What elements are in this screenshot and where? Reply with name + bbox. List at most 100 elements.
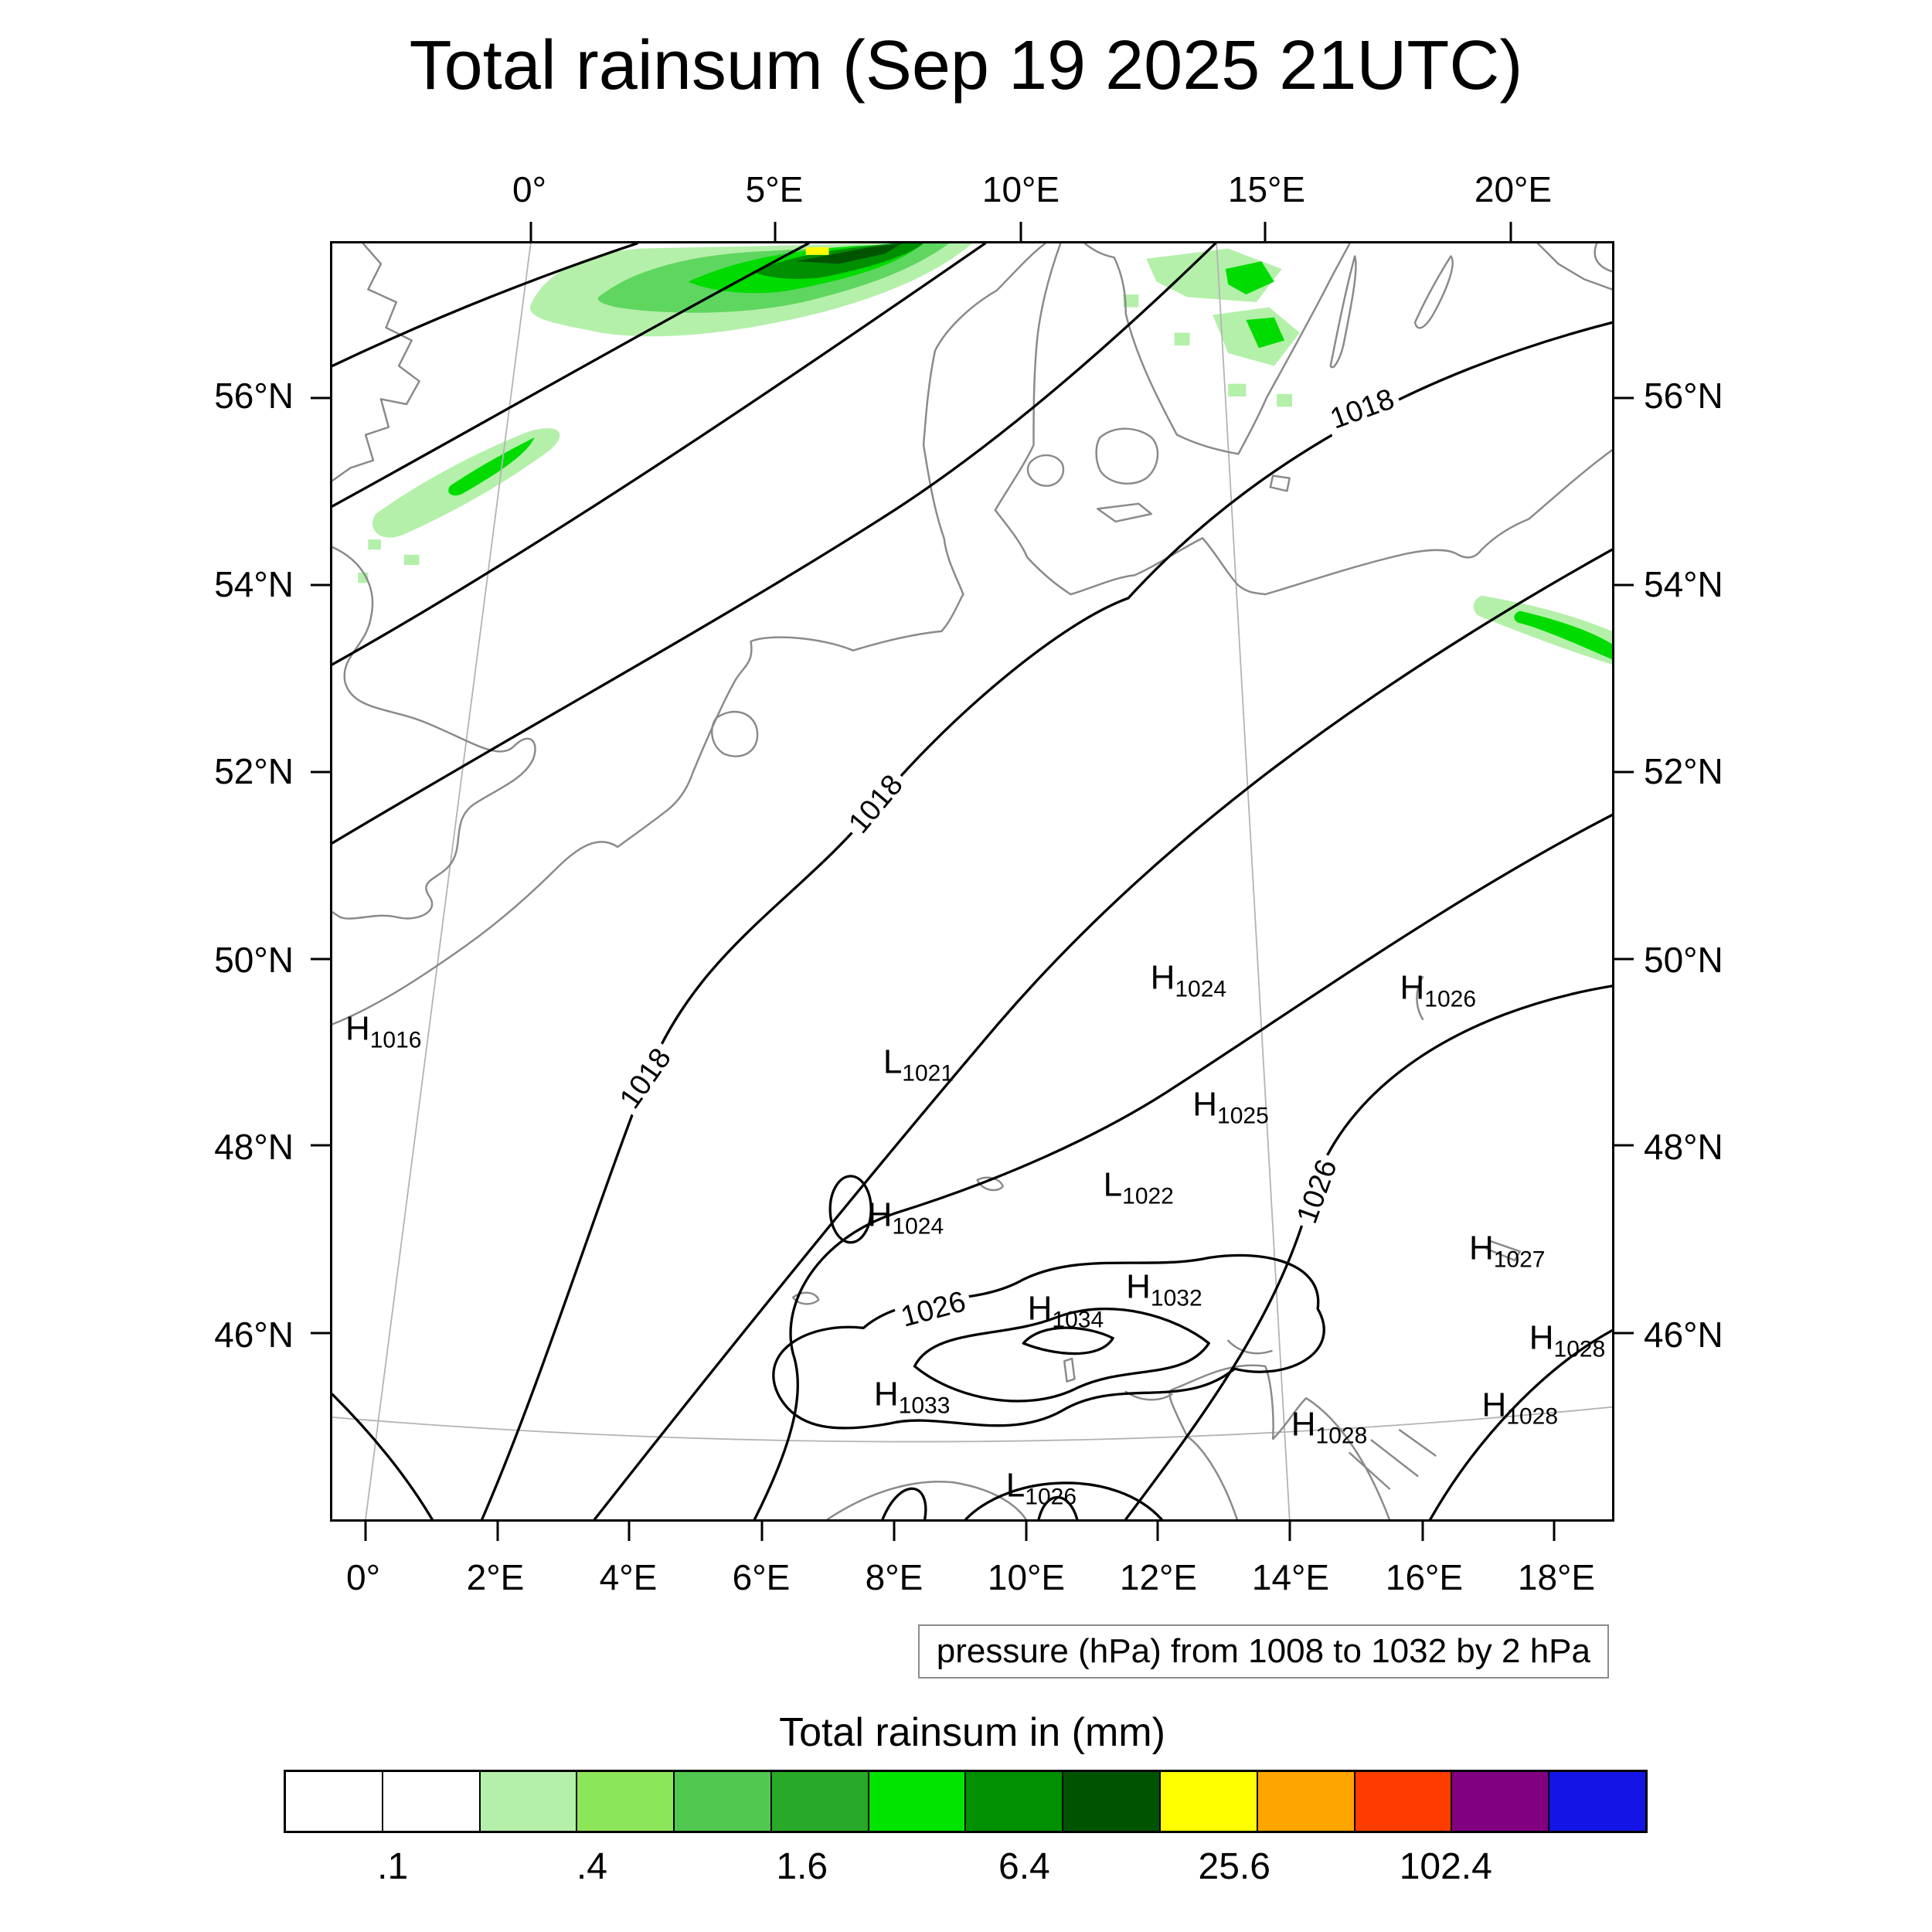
- pressure-center: H1032: [1126, 1267, 1202, 1311]
- map-area: 1018 1018 1018 1026 1026 H1016 L1021 H10…: [311, 222, 1634, 1541]
- coastline-path: [976, 1176, 1004, 1192]
- graticule-meridian: [1216, 243, 1291, 1519]
- pressure-center: H1024: [867, 1196, 944, 1240]
- pressure-center: H1026: [1400, 969, 1477, 1012]
- isobar-path: [753, 813, 1612, 1519]
- axis-label-left: 50°N: [214, 940, 294, 980]
- tick-left: [311, 583, 332, 587]
- tick-right: [1612, 1332, 1634, 1335]
- coastline-path: [1095, 427, 1159, 485]
- coastline-path: [791, 1291, 820, 1305]
- coastline-path: [826, 1481, 1027, 1519]
- rain-patch: [1123, 294, 1139, 308]
- coastline-path: [1026, 454, 1065, 487]
- rain-patch: [1225, 261, 1274, 295]
- colorbar-tick-label: 1.6: [776, 1846, 828, 1887]
- tick-bottom: [1156, 1519, 1159, 1541]
- colorbar-cell: [1452, 1772, 1550, 1831]
- axis-label-bottom: 14°E: [1251, 1557, 1330, 1597]
- isobar-path: [1037, 1495, 1079, 1519]
- tick-left: [311, 1332, 332, 1335]
- isobar-path: [332, 243, 1217, 845]
- tick-bottom: [1553, 1519, 1556, 1541]
- coastline-path: [332, 243, 420, 482]
- pressure-center: L1022: [1103, 1165, 1174, 1209]
- rain-patch: [1174, 332, 1190, 346]
- colorbar-cell: [771, 1772, 869, 1831]
- isobar-path: [332, 243, 810, 508]
- colorbar-cell: [577, 1772, 675, 1831]
- isobar-path: [481, 321, 1612, 1519]
- colorbar-tick-label: 25.6: [1198, 1846, 1270, 1887]
- pressure-center: L1021: [883, 1043, 954, 1087]
- isobar-path: [881, 1487, 927, 1519]
- rain-patch: [795, 243, 902, 264]
- coastline-path: [1416, 976, 1424, 1021]
- axis-label-bottom: 8°E: [865, 1557, 923, 1597]
- pressure-center: H1024: [1150, 958, 1227, 1002]
- pressure-center: H1027: [1468, 1229, 1546, 1273]
- axis-label-left: 54°N: [214, 564, 294, 604]
- coastline-path: [1594, 243, 1612, 273]
- tick-top: [1509, 222, 1512, 243]
- tick-bottom: [893, 1519, 896, 1541]
- axis-label-bottom: 6°E: [732, 1557, 791, 1597]
- pressure-center: H1028: [1481, 1386, 1559, 1430]
- coastline-path: [1083, 243, 1351, 455]
- isobar-path: [1022, 1326, 1114, 1355]
- axis-label-bottom: 0°: [346, 1557, 380, 1597]
- colorbar-cell: [869, 1772, 967, 1831]
- rain-patch: [805, 247, 829, 255]
- axis-label-bottom: 4°E: [599, 1557, 658, 1597]
- isobar-path: [593, 548, 1612, 1519]
- rain-patch: [1246, 317, 1285, 349]
- tick-bottom: [1421, 1519, 1424, 1541]
- axis-label-bottom: 16°E: [1385, 1557, 1464, 1597]
- coastline-path: [332, 243, 1046, 1026]
- tick-bottom: [496, 1519, 499, 1541]
- colorbar-cell: [480, 1772, 578, 1831]
- pressure-note: pressure (hPa) from 1008 to 1032 by 2 hP…: [917, 1624, 1609, 1679]
- axis-label-top: 15°E: [1227, 169, 1306, 209]
- isobar-path: [964, 1481, 1163, 1519]
- rain-shading: [358, 243, 1612, 665]
- tick-bottom: [364, 1519, 367, 1541]
- tick-right: [1612, 1144, 1634, 1147]
- tick-right: [1612, 770, 1634, 773]
- axis-label-right: 56°N: [1644, 376, 1723, 416]
- isobar-path: [828, 1175, 872, 1244]
- axis-label-right: 48°N: [1644, 1127, 1723, 1167]
- colorbar-cell: [966, 1772, 1064, 1831]
- isobar-path: [332, 243, 638, 368]
- tick-left: [311, 1144, 332, 1147]
- coastline-path: [710, 710, 759, 757]
- tick-left: [311, 396, 332, 400]
- isobar-path: [332, 1393, 434, 1519]
- map-clip: 1018 1018 1018 1026 1026 H1016 L1021 H10…: [332, 243, 1612, 1519]
- coastline-path: [1063, 1357, 1076, 1383]
- colorbar-cell: [1161, 1772, 1258, 1831]
- colorbar: [284, 1770, 1648, 1833]
- isobar-path: [772, 1253, 1325, 1430]
- colorbar-cell: [675, 1772, 772, 1831]
- axis-label-left: 52°N: [214, 751, 294, 791]
- colorbar-cell: [383, 1772, 481, 1831]
- tick-bottom: [760, 1519, 764, 1541]
- coastline-path: [332, 546, 536, 920]
- coastline-path: [994, 243, 1612, 596]
- colorbar-cell: [1257, 1772, 1355, 1831]
- tick-top: [774, 222, 777, 243]
- axis-label-bottom: 10°E: [987, 1557, 1066, 1597]
- map-canvas: [332, 243, 1612, 1519]
- tick-bottom: [628, 1519, 631, 1541]
- colorbar-cell: [286, 1772, 383, 1831]
- axis-label-right: 50°N: [1644, 940, 1723, 980]
- axis-label-bottom: 12°E: [1119, 1557, 1198, 1597]
- pressure-center: L1026: [1005, 1466, 1077, 1510]
- tick-top: [1264, 222, 1267, 243]
- axis-label-right: 46°N: [1644, 1315, 1723, 1355]
- tick-left: [311, 957, 332, 961]
- coastline-path: [1413, 255, 1454, 329]
- axis-label-top: 0°: [512, 169, 546, 209]
